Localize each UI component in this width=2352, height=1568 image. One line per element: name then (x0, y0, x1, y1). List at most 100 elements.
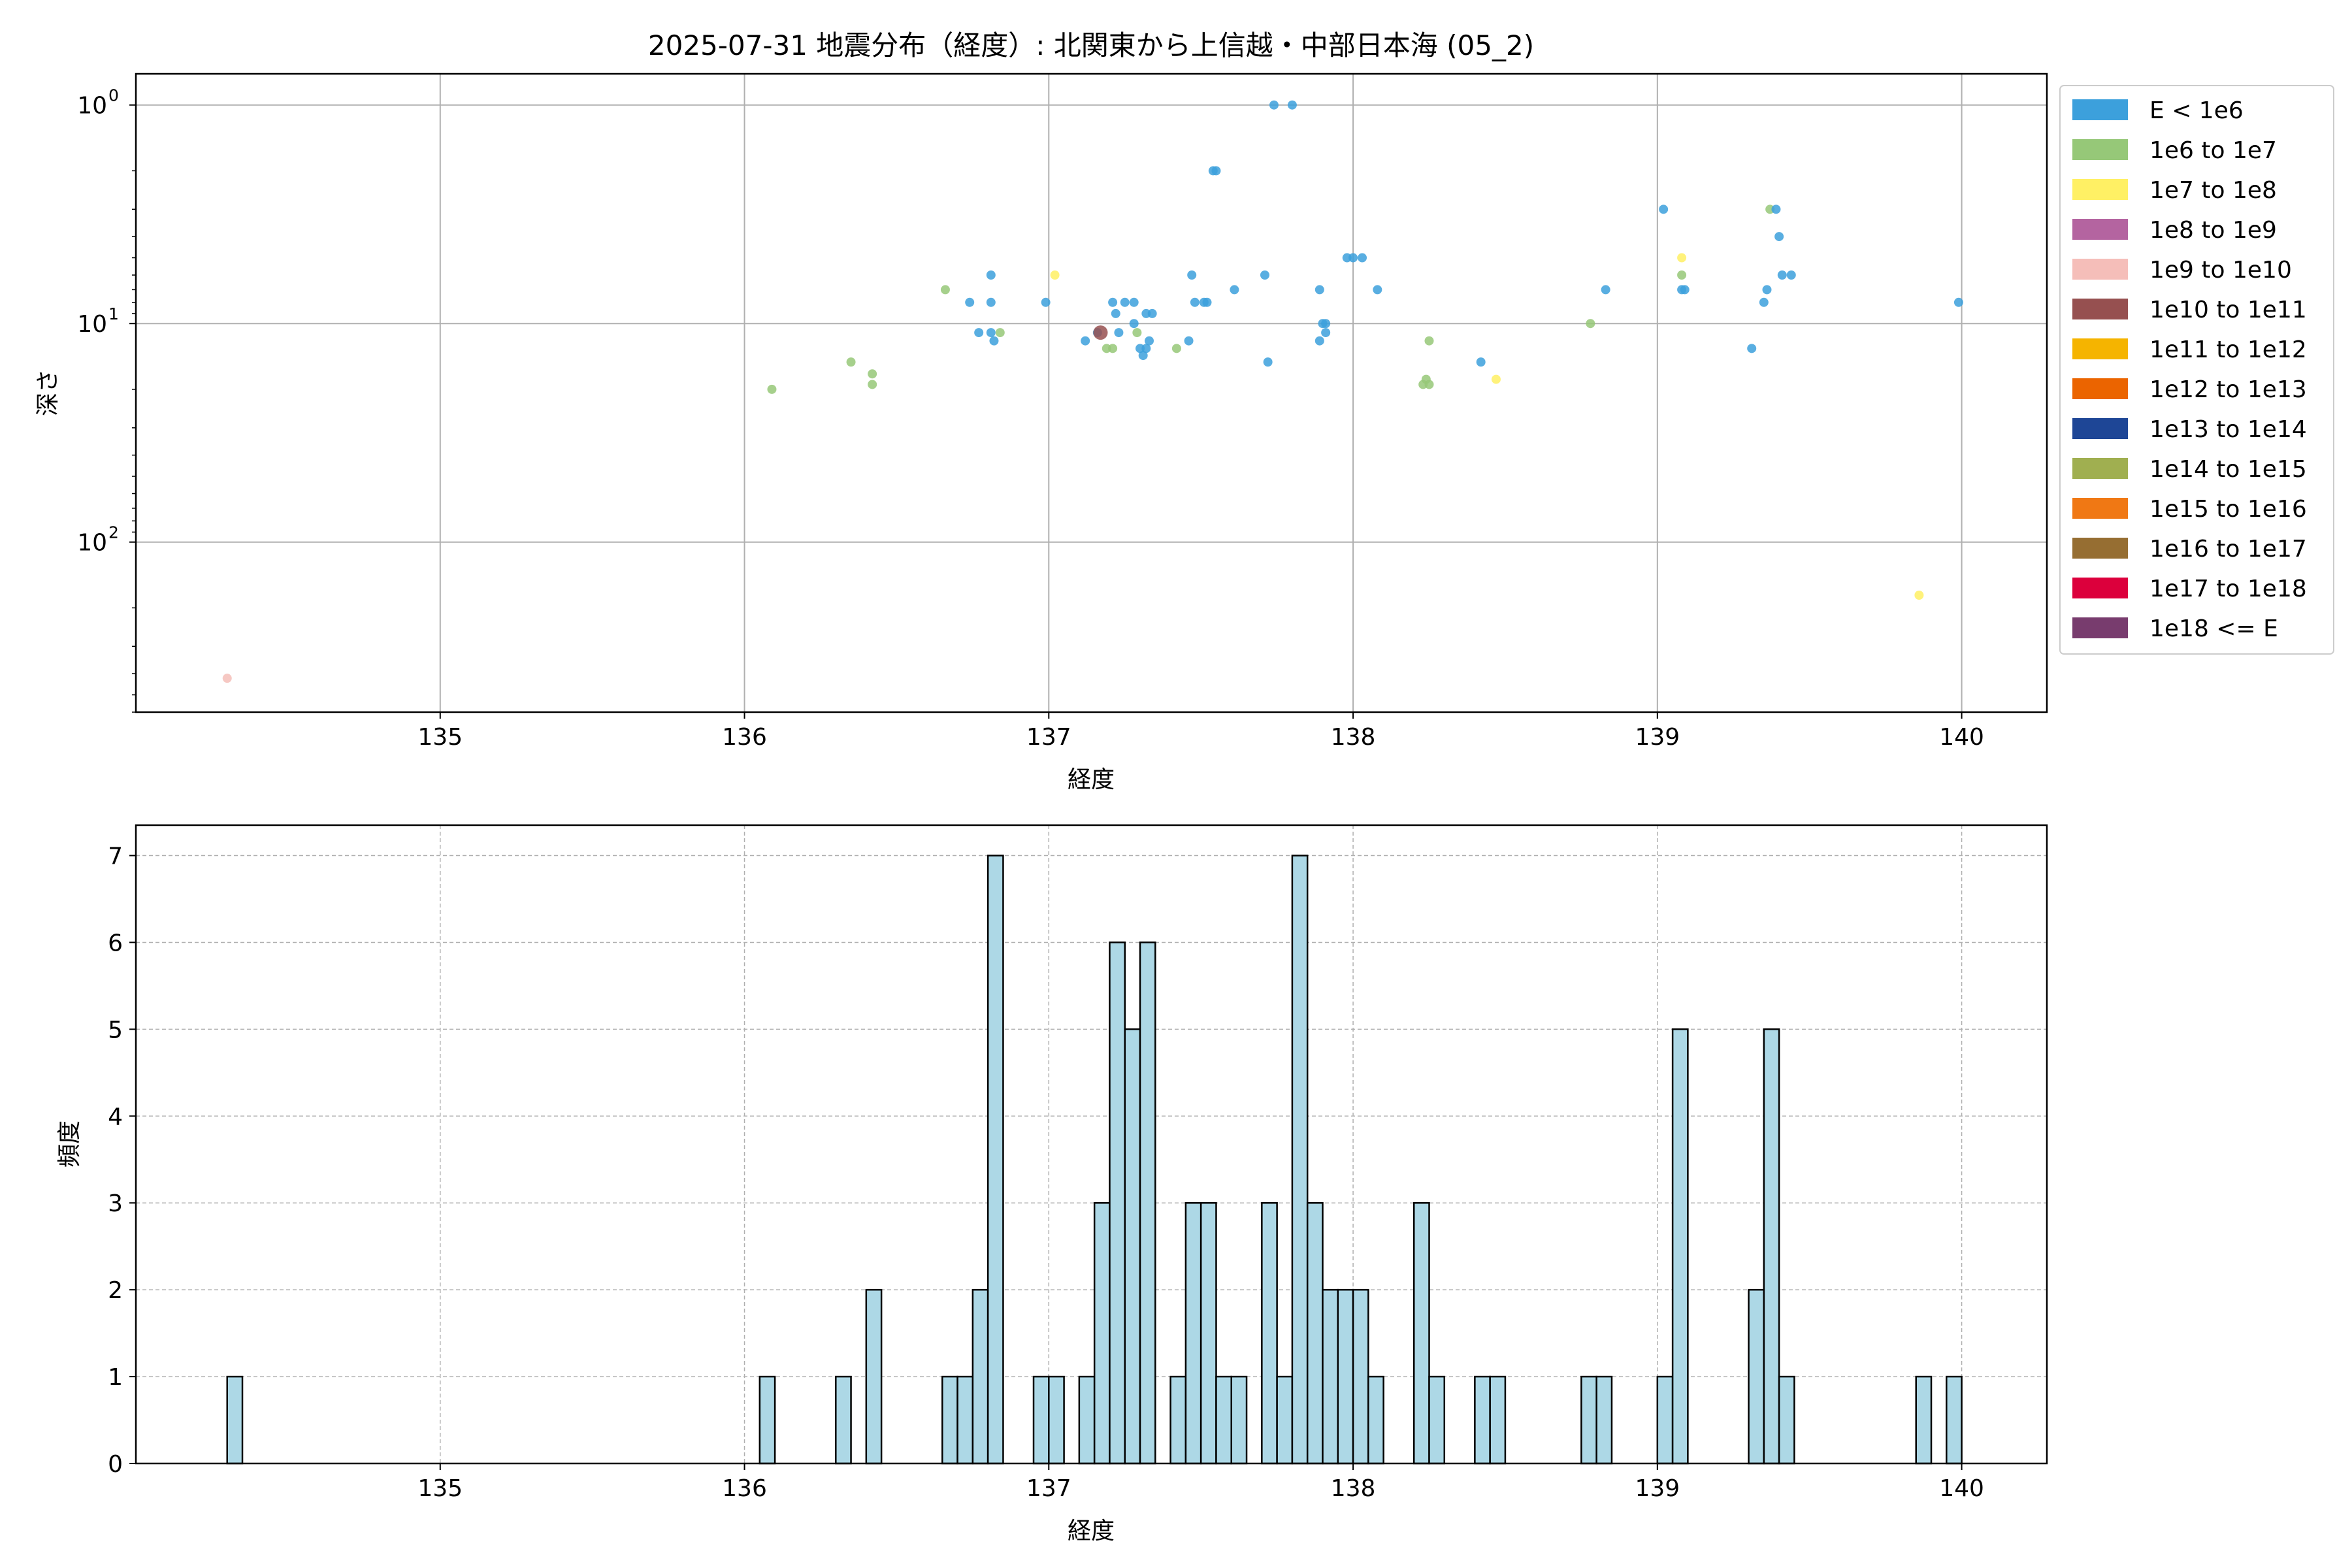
scatter-y-tick-label: 10 (77, 530, 107, 557)
scatter-point (1114, 328, 1124, 338)
scatter-point (1759, 297, 1769, 307)
histogram-bar (1124, 1028, 1141, 1465)
scatter-y-tick-label: 10 (77, 93, 107, 120)
histogram-bar (956, 1375, 974, 1465)
scatter-x-tick-label: 137 (1026, 724, 1071, 751)
scatter-frame (135, 73, 2048, 713)
histogram-chart: 135 136 137 138 139 140 0 1 2 3 4 5 6 7 経度 頻度 (56, 824, 2048, 1544)
scatter-point (1202, 297, 1212, 307)
legend-swatch (2072, 259, 2128, 280)
scatter-y-label: 深さ (35, 369, 61, 416)
scatter-point (1914, 591, 1924, 600)
histogram-bar (1184, 1201, 1202, 1465)
scatter-point (1786, 270, 1796, 280)
legend-swatch (2072, 179, 2128, 200)
legend-label: 1e10 to 1e11 (2149, 297, 2307, 323)
legend-swatch (2072, 139, 2128, 160)
scatter-x-tick-label: 139 (1635, 724, 1680, 751)
scatter-point (986, 328, 996, 338)
histogram-bar (1656, 1375, 1674, 1465)
scatter-point (1321, 328, 1331, 338)
scatter-point (989, 336, 999, 346)
histogram-bar (865, 1288, 883, 1465)
histogram-bar (1078, 1375, 1096, 1465)
scatter-point (1138, 351, 1148, 361)
legend-frame (2059, 85, 2334, 655)
scatter-point (868, 369, 877, 379)
histogram-bar (1109, 941, 1126, 1465)
histogram-bar (1276, 1375, 1294, 1465)
legend-swatch (2072, 458, 2128, 479)
histogram-bar (1428, 1375, 1446, 1465)
legend-label: 1e11 to 1e12 (2149, 336, 2307, 363)
histogram-bar (1337, 1288, 1354, 1465)
scatter-point (1144, 336, 1154, 346)
scatter-point (1659, 204, 1669, 214)
scatter-point (1230, 285, 1239, 295)
histogram-bar (1595, 1375, 1613, 1465)
scatter-x-tick-label: 136 (722, 724, 767, 751)
legend-swatch (2072, 418, 2128, 439)
scatter-x-label: 経度 (1068, 766, 1115, 793)
histogram-y-tick-label: 4 (108, 1103, 123, 1130)
histogram-x-tick-label: 139 (1635, 1475, 1680, 1502)
legend-label: 1e18 <= E (2149, 615, 2278, 642)
histogram-y-tick-label: 1 (108, 1364, 123, 1391)
scatter-point (1147, 308, 1157, 318)
scatter-point (1132, 328, 1142, 338)
histogram-bar (1306, 1201, 1324, 1465)
histogram-bar (972, 1288, 989, 1465)
legend-swatch (2072, 578, 2128, 598)
histogram-y-tick-label: 7 (108, 843, 123, 870)
scatter-point (1601, 285, 1610, 295)
histogram-bar (1489, 1375, 1507, 1465)
scatter-point (1348, 253, 1358, 263)
scatter-x-tick-label: 135 (417, 724, 463, 751)
scatter-x-ticks: 135 136 137 138 139 140 (417, 712, 1984, 751)
scatter-point (1141, 344, 1151, 353)
histogram-bar (941, 1375, 958, 1465)
scatter-point (1187, 270, 1197, 280)
histogram-bar (1748, 1288, 1765, 1465)
scatter-point (1677, 253, 1687, 263)
histogram-y-tick-label: 2 (108, 1277, 123, 1304)
histogram-y-ticks: 0 1 2 3 4 5 6 7 (108, 843, 136, 1478)
histogram-bar (835, 1375, 852, 1465)
histogram-bar (1946, 1375, 1963, 1465)
histogram-x-tick-label: 138 (1331, 1475, 1376, 1502)
scatter-point (1129, 319, 1139, 329)
histogram-bar (1200, 1201, 1217, 1465)
scatter-point (1184, 336, 1194, 346)
scatter-y-tick-label: 10 (77, 311, 107, 338)
scatter-point (986, 297, 996, 307)
scatter-point (1041, 297, 1051, 307)
scatter-point (1190, 297, 1200, 307)
scatter-point (1747, 344, 1757, 353)
scatter-point (986, 270, 996, 280)
scatter-point (1476, 357, 1486, 367)
scatter-point (1120, 297, 1130, 307)
histogram-y-tick-label: 6 (108, 930, 123, 956)
scatter-point (1129, 297, 1139, 307)
scatter-point (1315, 336, 1324, 346)
histogram-x-label: 経度 (1068, 1518, 1115, 1544)
histogram-y-tick-label: 5 (108, 1017, 123, 1043)
scatter-point (1050, 270, 1060, 280)
scatter-point (767, 384, 777, 394)
histogram-x-tick-label: 135 (417, 1475, 463, 1502)
scatter-point (1774, 232, 1784, 242)
legend-label: 1e14 to 1e15 (2149, 456, 2307, 483)
scatter-point (1269, 100, 1279, 110)
scatter-point (1287, 100, 1297, 110)
legend-swatch (2072, 219, 2128, 240)
legend-swatch (2072, 538, 2128, 559)
histogram-bar (987, 855, 1004, 1465)
histogram-bar (1474, 1375, 1491, 1465)
histogram-bar (226, 1375, 244, 1465)
scatter-point (1680, 285, 1690, 295)
scatter-point (1762, 285, 1772, 295)
legend-swatch (2072, 498, 2128, 519)
